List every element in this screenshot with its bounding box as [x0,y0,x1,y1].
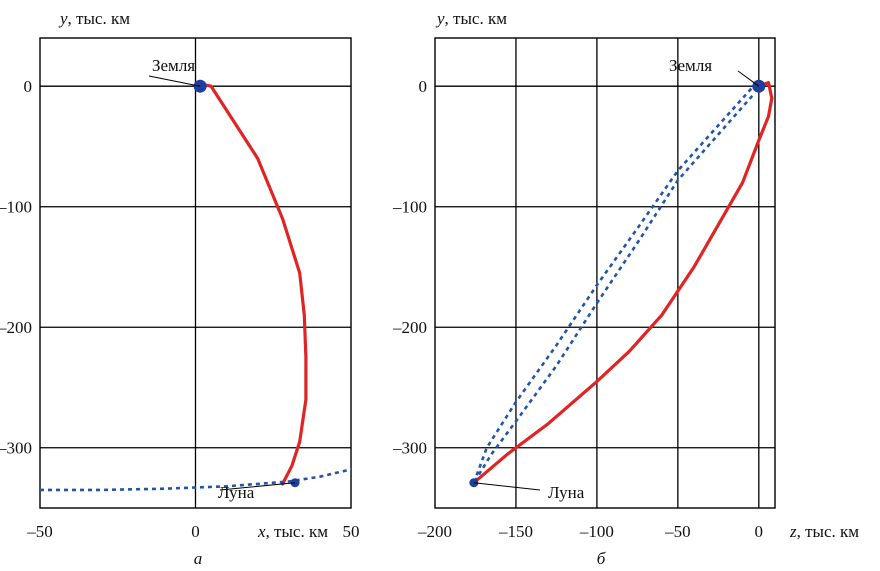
x-tick-label: –50 [26,522,53,541]
panel-b: Земля Луна –200 –150 –100 –50 0 0 –100 –200 –300 y,… [392,9,859,568]
plot-frame [39,37,352,509]
moon-label: Луна [218,483,255,502]
trajectory-line [198,82,308,486]
panel-a: Земля Луна –50 0 50 0 –100 –200 –300 y, тыс. км x,… [0,9,360,568]
y-tick-label: –200 [0,318,32,337]
moon-orbit-line [472,94,754,484]
x-tick-label: 0 [755,522,764,541]
x-axis-label: z, тыс. км [789,522,859,541]
trajectory-line [472,80,774,485]
earth-label: Земля [152,56,195,75]
panel-letter: а [194,549,203,568]
plot-frame [434,37,776,509]
y-axis-label: y, тыс. км [58,9,130,28]
moon-orbit-line [472,82,757,484]
x-axis-label: x, тыс. км [257,522,328,541]
moon-label: Луна [548,483,585,502]
x-tick-label: –200 [417,522,452,541]
y-tick-label: –300 [0,439,32,458]
x-tick-label: 50 [343,522,360,541]
y-tick-label: –100 [0,198,32,217]
y-tick-label: 0 [419,77,428,96]
moon-orbit-line [40,468,351,492]
y-tick-label: –300 [392,439,427,458]
x-tick-label: –50 [664,522,691,541]
panel-letter: б [597,549,606,568]
y-tick-label: 0 [24,77,33,96]
annotation-leader [148,75,201,87]
x-tick-label: –100 [579,522,614,541]
annotation-leader [219,482,296,491]
y-tick-label: –200 [392,318,427,337]
earth-label: Земля [669,56,712,75]
annotation-leader [473,482,541,491]
y-tick-label: –100 [392,198,427,217]
y-axis-label: y, тыс. км [435,9,507,28]
x-tick-label: –150 [498,522,533,541]
annotation-leader [737,70,760,87]
x-tick-label: 0 [191,522,200,541]
